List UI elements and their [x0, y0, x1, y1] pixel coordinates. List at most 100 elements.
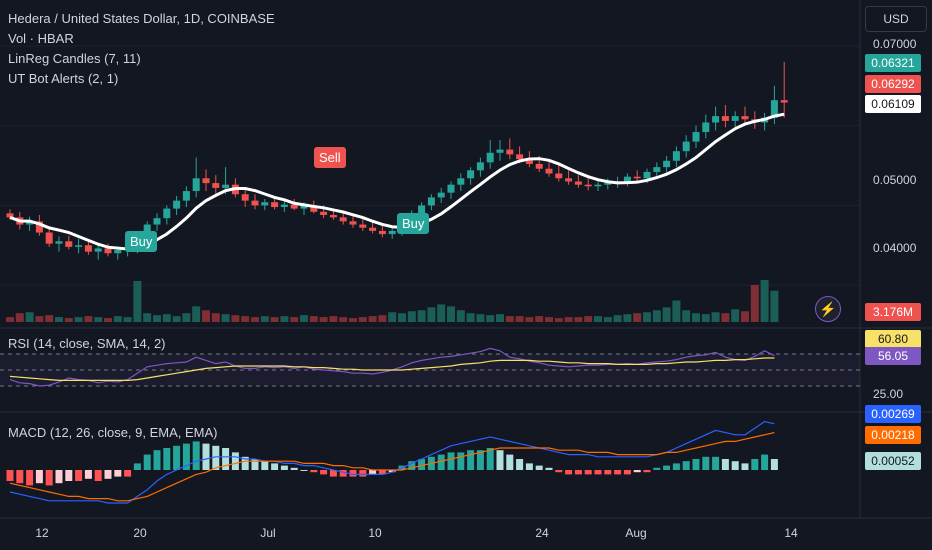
candle-body	[574, 181, 582, 185]
macd-histogram-bar	[604, 470, 612, 475]
volume-legend: Vol · HBAR	[8, 31, 74, 46]
time-label: 14	[784, 526, 798, 540]
volume-bar	[427, 307, 436, 322]
candle-body	[496, 149, 504, 153]
macd-histogram-bar	[731, 461, 739, 470]
candle-body	[731, 116, 739, 121]
macd-histogram-bar	[114, 470, 122, 477]
macd-histogram-bar	[751, 459, 759, 470]
macd-histogram-bar	[770, 459, 778, 470]
volume-bar	[652, 310, 661, 322]
macd-histogram-bar	[124, 470, 132, 477]
macd-histogram-bar	[643, 470, 651, 473]
signal-line	[9, 432, 775, 502]
macd-histogram-bar	[712, 456, 720, 470]
candle-body	[173, 200, 181, 209]
volume-bar	[447, 306, 455, 322]
volume-bar	[525, 317, 534, 322]
macd-histogram-bar	[261, 461, 269, 470]
volume-bar	[437, 304, 446, 322]
candle-body	[222, 184, 230, 188]
candle-body	[712, 116, 720, 123]
volume-bar	[221, 314, 230, 322]
buy-signal: Buy	[125, 231, 158, 252]
macd-histogram-bar	[104, 470, 112, 479]
price-tick: 0.07000	[873, 37, 917, 51]
volume-bar	[692, 313, 700, 322]
macd-histogram-bar	[231, 452, 239, 470]
volume-bar	[192, 306, 201, 322]
candle-body	[545, 168, 553, 174]
volume-bar	[701, 314, 710, 322]
macd-histogram-bar	[65, 470, 73, 481]
candle-body	[280, 204, 288, 207]
candle-body	[369, 227, 377, 231]
rsi-legend: RSI (14, close, SMA, 14, 2)	[8, 336, 166, 351]
volume-bar	[133, 280, 142, 322]
currency-button[interactable]: USD	[865, 6, 927, 32]
candle-body	[427, 197, 435, 206]
macd-histogram-bar	[496, 450, 504, 470]
candle-body	[565, 178, 573, 182]
candle-body	[75, 245, 83, 247]
macd-histogram-bar	[476, 450, 484, 470]
macd-histogram-bar	[555, 470, 563, 473]
volume-bar	[143, 313, 152, 322]
candle-body	[359, 224, 367, 228]
time-label: 12	[35, 526, 49, 540]
volume-bar	[603, 317, 612, 322]
macd-histogram-bar	[702, 456, 710, 470]
candle-body	[516, 154, 524, 160]
volume-bar	[613, 315, 622, 322]
candle-body	[202, 178, 210, 184]
macd-histogram-bar	[663, 465, 671, 470]
macd-histogram-bar	[672, 463, 680, 470]
candle-body	[271, 202, 279, 207]
macd-histogram-bar	[388, 470, 396, 473]
macd-histogram-bar	[741, 463, 749, 470]
candle-body	[182, 191, 190, 201]
macd-histogram-bar	[271, 463, 279, 470]
volume-bar	[760, 280, 769, 322]
volume-bar	[349, 318, 357, 322]
buy-signal: Buy	[397, 213, 430, 234]
candle-body	[261, 202, 269, 206]
volume-bar	[231, 315, 240, 322]
macd-histogram-bar	[153, 450, 161, 470]
candle-body	[192, 178, 200, 192]
macd-histogram-bar	[143, 454, 151, 470]
macd-histogram-bar	[653, 467, 661, 470]
candle-body	[770, 100, 778, 118]
macd-histogram-bar	[574, 470, 582, 475]
volume-bar	[309, 316, 318, 322]
candle-body	[506, 149, 514, 155]
volume-bar	[456, 310, 465, 322]
macd-histogram-bar	[6, 470, 14, 481]
candle-body	[84, 245, 92, 252]
candle-body	[525, 159, 533, 164]
volume-bar	[662, 307, 671, 322]
candle-body	[6, 213, 14, 218]
volume-bar	[721, 313, 730, 322]
volume-bar	[731, 309, 740, 322]
volume-bar	[496, 314, 504, 322]
macd-legend: MACD (12, 26, close, 9, EMA, EMA)	[8, 425, 218, 440]
macd-histogram-bar	[525, 463, 533, 470]
candle-body	[300, 205, 308, 209]
candle-body	[251, 200, 259, 206]
rsi-ma-line	[9, 357, 775, 381]
macd-value-tag: 0.00269	[865, 405, 921, 423]
candle-body	[467, 170, 475, 179]
candle-body	[663, 160, 671, 168]
candle-body	[35, 221, 43, 233]
macd-histogram-bar	[506, 454, 514, 470]
lightning-icon[interactable]: ⚡	[815, 296, 841, 322]
macd-histogram-bar	[721, 459, 729, 470]
macd-histogram-bar	[682, 461, 690, 470]
macd-histogram-bar	[359, 470, 367, 477]
macd-histogram-bar	[300, 470, 308, 471]
candle-body	[584, 184, 592, 187]
macd-histogram-bar	[35, 470, 43, 484]
candle-body	[114, 250, 122, 254]
volume-bar	[172, 316, 181, 322]
